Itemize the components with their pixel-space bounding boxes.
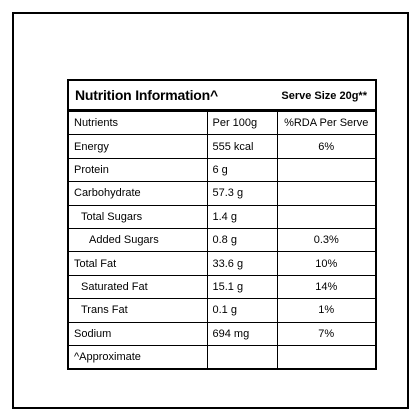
table-row: Carbohydrate 57.3 g xyxy=(69,181,375,206)
empty-cell xyxy=(206,344,278,369)
nutrient-name: Total Fat xyxy=(69,251,208,276)
rda-value: 10% xyxy=(276,251,375,276)
table-row: Total Fat 33.6 g 10% xyxy=(69,251,375,276)
nutrient-name: Added Sugars xyxy=(69,227,208,253)
table-row: Energy 555 kcal 6% xyxy=(69,134,375,159)
column-header-rda: %RDA Per Serve xyxy=(276,110,375,136)
per100g-value: 6 g xyxy=(206,157,278,183)
nutrition-table: Nutrients Per 100g %RDA Per Serve Energy… xyxy=(69,110,375,369)
rda-value: 14% xyxy=(276,274,375,300)
rda-value xyxy=(276,181,375,206)
nutrient-name: Protein xyxy=(69,157,208,183)
nutrient-name: Carbohydrate xyxy=(69,181,208,206)
rda-value: 6% xyxy=(276,134,375,159)
table-row: Total Sugars 1.4 g xyxy=(69,204,375,229)
nutrient-name: Trans Fat xyxy=(69,298,208,323)
table-row: Sodium 694 mg 7% xyxy=(69,321,375,346)
table-header-row: Nutrients Per 100g %RDA Per Serve xyxy=(69,110,375,136)
photo-frame: Nutrition Information^ Serve Size 20g** … xyxy=(12,12,409,409)
label-title: Nutrition Information^ xyxy=(75,87,218,103)
rda-value: 7% xyxy=(276,321,375,346)
per100g-value: 0.8 g xyxy=(206,227,278,253)
table-row: Saturated Fat 15.1 g 14% xyxy=(69,274,375,300)
per100g-value: 0.1 g xyxy=(206,298,278,323)
table-row: Protein 6 g xyxy=(69,157,375,183)
per100g-value: 33.6 g xyxy=(206,251,278,276)
nutrient-name: Saturated Fat xyxy=(69,274,208,300)
per100g-value: 694 mg xyxy=(206,321,278,346)
rda-value xyxy=(276,204,375,229)
footnote-row: ^Approximate xyxy=(69,344,375,369)
nutrient-name: Energy xyxy=(69,134,208,159)
per100g-value: 15.1 g xyxy=(206,274,278,300)
rda-value xyxy=(276,157,375,183)
rda-value: 0.3% xyxy=(276,227,375,253)
serve-size: Serve Size 20g** xyxy=(281,90,367,102)
footnote: ^Approximate xyxy=(69,344,208,369)
column-header-nutrients: Nutrients xyxy=(69,110,208,136)
nutrient-name: Total Sugars xyxy=(69,204,208,229)
per100g-value: 1.4 g xyxy=(206,204,278,229)
per100g-value: 57.3 g xyxy=(206,181,278,206)
label-header: Nutrition Information^ Serve Size 20g** xyxy=(69,81,375,111)
rda-value: 1% xyxy=(276,298,375,323)
empty-cell xyxy=(276,344,375,369)
table-row: Trans Fat 0.1 g 1% xyxy=(69,298,375,323)
nutrient-name: Sodium xyxy=(69,321,208,346)
per100g-value: 555 kcal xyxy=(206,134,278,159)
nutrition-label: Nutrition Information^ Serve Size 20g** … xyxy=(67,79,377,370)
column-header-per100g: Per 100g xyxy=(206,110,278,136)
table-row: Added Sugars 0.8 g 0.3% xyxy=(69,227,375,253)
